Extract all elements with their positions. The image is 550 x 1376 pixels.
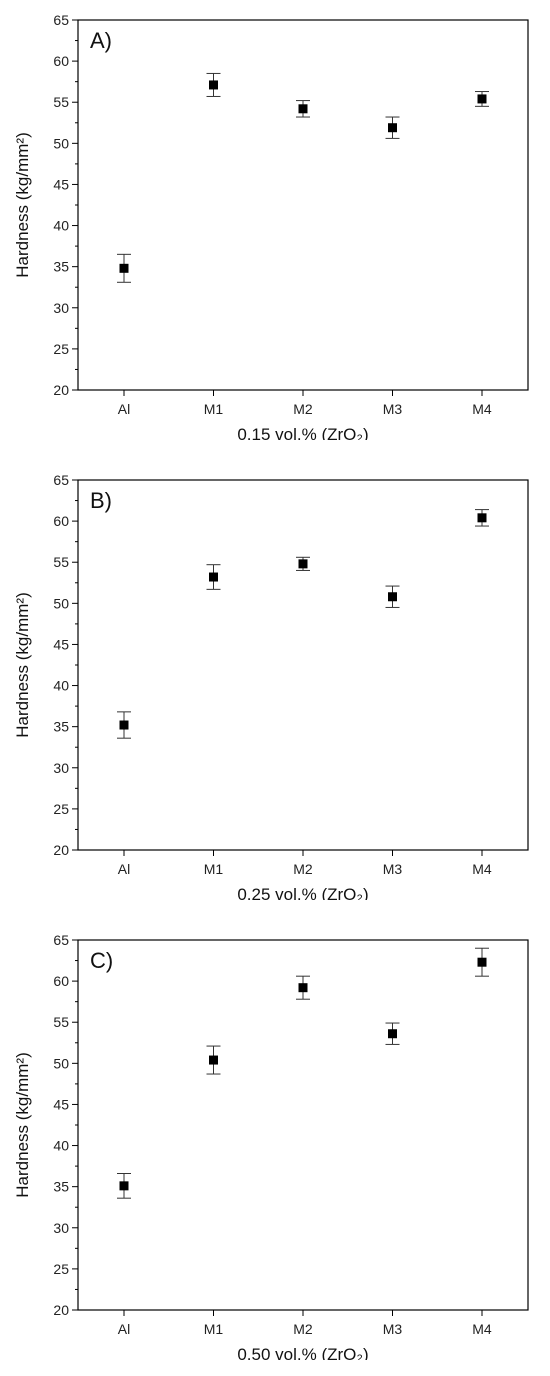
- point-marker: [477, 513, 487, 523]
- point-marker: [477, 94, 487, 104]
- x-tick-label: M4: [472, 861, 492, 877]
- y-tick-label: 40: [53, 1138, 69, 1154]
- y-tick-label: 20: [53, 1302, 69, 1318]
- y-tick-label: 25: [53, 1261, 69, 1277]
- x-axis-title: 0.50 vol.% (ZrO₂): [237, 1345, 368, 1360]
- y-tick-label: 35: [53, 719, 69, 735]
- y-tick-label: 30: [53, 760, 69, 776]
- point-marker: [298, 104, 308, 114]
- y-axis-title: Hardness (kg/mm²): [13, 132, 32, 277]
- point-marker: [119, 1181, 129, 1191]
- x-tick-label: Al: [118, 1321, 130, 1337]
- data-point: [385, 1022, 400, 1045]
- y-tick-label: 35: [53, 259, 69, 275]
- x-tick-label: M3: [383, 1321, 403, 1337]
- panel-label: C): [90, 948, 113, 973]
- point-marker: [298, 983, 308, 993]
- x-tick-label: M1: [204, 401, 224, 417]
- x-tick-label: M3: [383, 401, 403, 417]
- y-tick-label: 20: [53, 382, 69, 398]
- hardness-chart-a: 20 25 30 35 40 45 50 55 60 65 Al M1 M2 M3 M4 Hardness (…: [13, 12, 529, 440]
- y-tick-label: 50: [53, 595, 69, 611]
- x-axis-title: 0.25 vol.% (ZrO₂): [237, 885, 368, 900]
- panel-label: A): [90, 28, 112, 53]
- point-marker: [388, 123, 397, 133]
- point-marker: [209, 572, 218, 582]
- x-tick-label: M2: [293, 401, 313, 417]
- point-marker: [119, 263, 129, 273]
- y-tick-label: 25: [53, 341, 69, 357]
- y-tick-label: 45: [53, 1096, 69, 1112]
- point-marker: [388, 592, 397, 602]
- y-axis-title: Hardness (kg/mm²): [13, 1052, 32, 1197]
- data-point: [117, 1173, 131, 1199]
- point-marker: [209, 80, 218, 90]
- x-tick-label: M4: [472, 1321, 492, 1337]
- y-axis-title: Hardness (kg/mm²): [13, 592, 32, 737]
- x-axis-title: 0.15 vol.% (ZrO₂): [237, 425, 368, 440]
- chart-panel-a: 20 25 30 35 40 45 50 55 60 65 Al M1 M2 M3 M4 Hardness (…: [0, 0, 550, 440]
- panel-label: B): [90, 488, 112, 513]
- data-point: [117, 711, 131, 739]
- y-tick-label: 40: [53, 678, 69, 694]
- y-tick-label: 50: [53, 1055, 69, 1071]
- x-tick-label: M2: [293, 861, 313, 877]
- data-point: [206, 564, 221, 590]
- x-tick-label: M4: [472, 401, 492, 417]
- x-tick-label: Al: [118, 401, 130, 417]
- y-tick-label: 55: [53, 1014, 69, 1030]
- hardness-chart-c: 20 25 30 35 40 45 50 55 60 65 Al M1 M2 M3 M4 Hardness (…: [13, 932, 529, 1360]
- point-marker: [298, 559, 308, 569]
- point-marker: [119, 720, 129, 730]
- y-tick-label: 60: [53, 53, 69, 69]
- y-tick-label: 40: [53, 218, 69, 234]
- x-tick-label: M1: [204, 861, 224, 877]
- y-tick-label: 60: [53, 973, 69, 989]
- y-tick-label: 55: [53, 94, 69, 110]
- data-point: [475, 947, 489, 977]
- y-tick-label: 50: [53, 135, 69, 151]
- y-tick-label: 25: [53, 801, 69, 817]
- y-tick-label: 30: [53, 300, 69, 316]
- y-tick-label: 55: [53, 554, 69, 570]
- data-point: [296, 975, 310, 1000]
- x-tick-label: M2: [293, 1321, 313, 1337]
- y-tick-label: 45: [53, 636, 69, 652]
- data-point: [117, 253, 131, 283]
- data-point: [475, 509, 489, 527]
- y-tick-label: 65: [53, 932, 69, 948]
- data-point: [296, 556, 310, 571]
- x-tick-label: Al: [118, 861, 130, 877]
- point-marker: [477, 957, 487, 967]
- point-marker: [209, 1055, 218, 1065]
- x-tick-label: M3: [383, 861, 403, 877]
- plot-frame: [77, 19, 529, 391]
- hardness-chart-b: 20 25 30 35 40 45 50 55 60 65 Al M1 M2 M3 M4 Hardness (…: [13, 472, 529, 900]
- x-tick-label: M1: [204, 1321, 224, 1337]
- data-point: [385, 585, 400, 608]
- y-tick-label: 30: [53, 1220, 69, 1236]
- data-point: [206, 72, 221, 97]
- data-point: [475, 91, 489, 107]
- data-point: [296, 100, 310, 118]
- y-tick-label: 60: [53, 513, 69, 529]
- y-tick-label: 65: [53, 12, 69, 28]
- data-point: [206, 1045, 221, 1075]
- point-marker: [388, 1029, 397, 1039]
- y-tick-label: 65: [53, 472, 69, 488]
- plot-frame: [77, 479, 529, 851]
- data-point: [385, 116, 400, 139]
- chart-panel-b: 20 25 30 35 40 45 50 55 60 65 Al M1 M2 M3 M4 Hardness (…: [0, 460, 550, 900]
- y-tick-label: 45: [53, 176, 69, 192]
- y-tick-label: 35: [53, 1179, 69, 1195]
- y-tick-label: 20: [53, 842, 69, 858]
- chart-panel-c: 20 25 30 35 40 45 50 55 60 65 Al M1 M2 M3 M4 Hardness (…: [0, 920, 550, 1360]
